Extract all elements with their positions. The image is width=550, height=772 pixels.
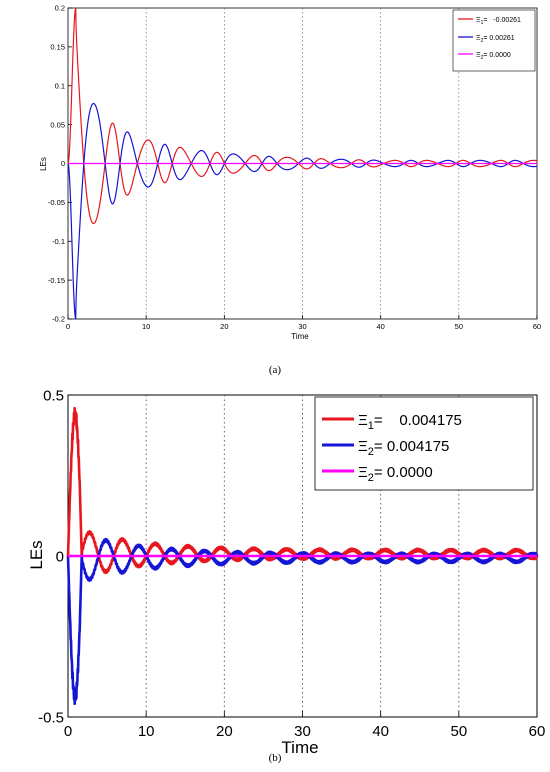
y-tick-label: -0.2 [52,315,65,324]
x-axis-label-a: Time [291,332,309,341]
x-tick-label: 20 [220,322,228,331]
y-tick-label: 0 [56,548,64,565]
x-tick-label: 50 [450,723,467,740]
chart-b: 0 10 20 30 40 50 60-0.500.5 Time LEs Ξ1= 0.004… [27,387,545,757]
caption-b: (b) [268,752,282,764]
y-tick-label: -0.1 [52,237,65,246]
y-tick-label: 0.15 [50,43,65,52]
x-tick-label: 40 [376,322,384,331]
series-line-1 [67,7,538,225]
x-tick-label: 20 [216,723,233,740]
x-tick-label: 30 [298,322,306,331]
legend-a-item-3: Ξ2= 0.0000 [476,52,511,61]
ticks-b: 0 10 20 30 40 50 60-0.500.5 [38,387,545,740]
y-axis-label-b: LEs [27,540,46,569]
y-tick-label: -0.15 [48,276,65,285]
y-tick-label: 0.1 [55,81,65,90]
legend-a-item-1: Ξ1= -0.00261 [476,17,521,26]
x-tick-label: 50 [455,322,463,331]
legend-b-item-1: Ξ1= 0.004175 [358,412,462,432]
caption-a: (a) [268,364,282,376]
chart-a: 0 10 20 30 40 50 60 -0.2 -0.15 -0.1 -0.05 0 0.05 0.1 0… [39,4,541,341]
y-tick-label: 0.5 [43,387,64,404]
series-line-2 [67,102,538,320]
x-tick-label: 30 [294,723,311,740]
legend-a: Ξ1= -0.00261 Ξ2= 0.00261 Ξ2= 0.0000 [452,9,536,72]
y-tick-label: -0.5 [38,709,64,726]
y-axis-label-a: LEs [39,157,48,171]
series-lines-a [67,7,538,320]
x-tick-label: 60 [533,322,541,331]
y-tick-label: 0.2 [55,4,65,13]
series-lines-b [66,406,539,706]
x-axis-label-b: Time [281,738,318,757]
legend-b-item-3: Ξ2= 0.0000 [358,464,433,484]
y-tick-label: 0.05 [50,120,65,129]
x-tick-label: 40 [372,723,389,740]
x-tick-label: 10 [138,723,155,740]
x-tick-label: 60 [529,723,546,740]
legend-b: Ξ1= 0.004175 Ξ2= 0.004175 Ξ2= 0.0000 [314,396,534,491]
y-tick-label: -0.05 [48,198,65,207]
legend-a-item-2: Ξ2= 0.00261 [476,35,515,44]
x-tick-label: 10 [142,322,150,331]
legend-b-item-2: Ξ2= 0.004175 [358,438,449,458]
ticks-a: 0 10 20 30 40 50 60 -0.2 -0.15 -0.1 -0.05 0 0.05 0.1 0… [48,4,541,331]
x-tick-label: 0 [64,723,72,740]
y-tick-label: 0 [61,159,65,168]
x-tick-label: 0 [66,322,70,331]
